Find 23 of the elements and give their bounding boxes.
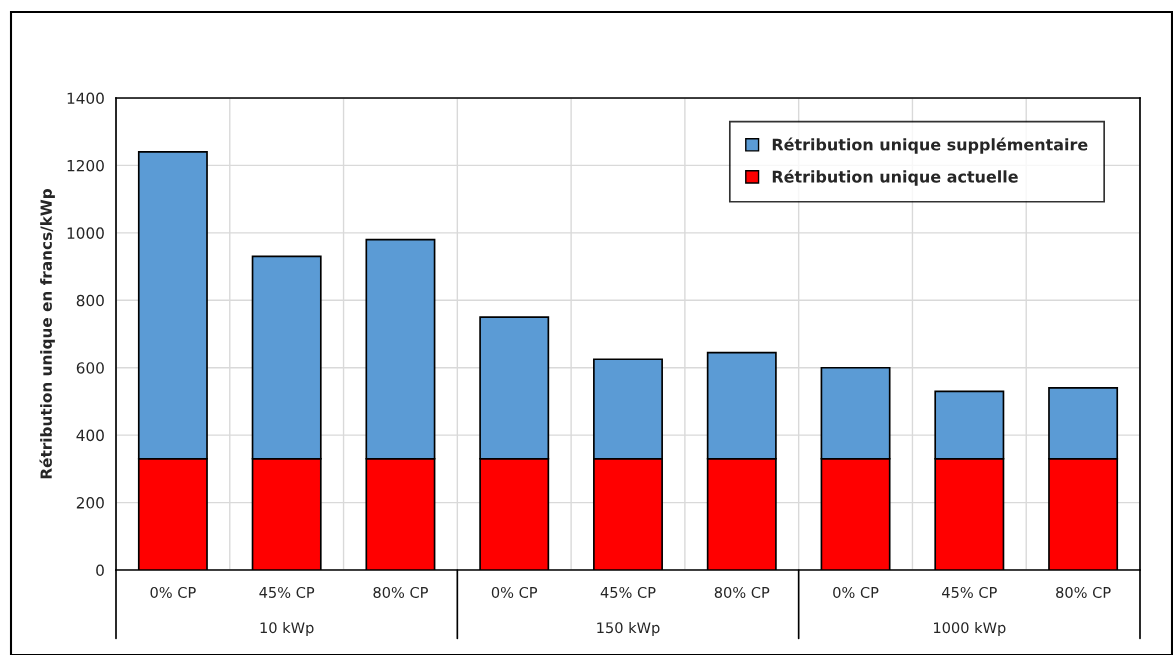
text: 1000 kWp bbox=[934, 621, 1006, 637]
x-tick-label: 45% CP bbox=[259, 586, 315, 598]
text: 150 kWp bbox=[597, 621, 660, 637]
legend-label: Rétribution unique actuelle bbox=[772, 169, 1018, 186]
y-axis-title: Rétribution unique en francs/kWp bbox=[39, 189, 55, 479]
y-tick-label: 600 bbox=[76, 362, 104, 374]
y-tick-label: 200 bbox=[76, 497, 104, 509]
x-tick-label: 0% CP bbox=[150, 586, 196, 598]
x-tick-label: 45% CP bbox=[942, 586, 997, 598]
x-tick-label: 80% CP bbox=[714, 586, 770, 598]
x-tick-label: 0% CP bbox=[833, 586, 879, 598]
x-tick-label: 80% CP bbox=[373, 586, 428, 598]
y-tick-label: 400 bbox=[76, 429, 104, 442]
y-tick-label: 1200 bbox=[67, 159, 104, 172]
x-tick-label: 0% CP bbox=[491, 586, 538, 598]
text: 10 kWp bbox=[260, 621, 314, 637]
x-tick-label: 45% CP bbox=[600, 586, 656, 598]
y-tick-label: 1400 bbox=[67, 92, 104, 105]
y-tick-label: 0 bbox=[96, 564, 104, 577]
legend-label: Rétribution unique supplémentaire bbox=[772, 137, 1088, 154]
y-tick-label: 1000 bbox=[67, 227, 104, 239]
y-tick-label: 800 bbox=[76, 294, 104, 307]
x-tick-label: 80% CP bbox=[1056, 586, 1111, 598]
